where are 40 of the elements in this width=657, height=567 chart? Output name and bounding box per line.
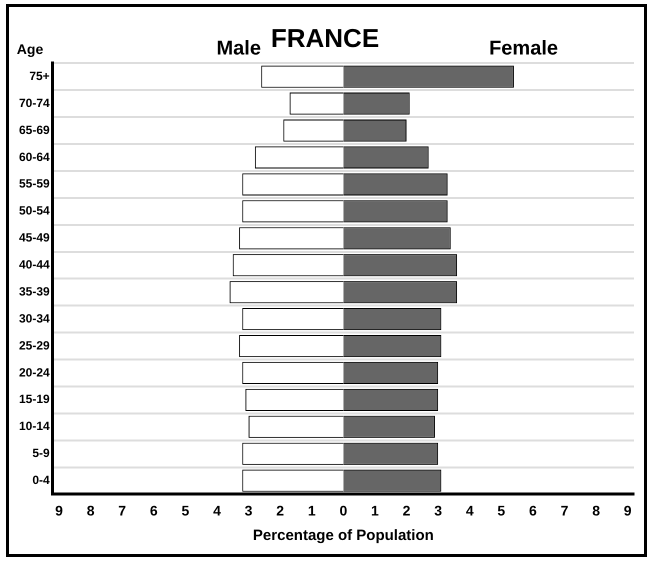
x-tick-label: 2 (402, 502, 411, 518)
x-axis-title: Percentage of Population (252, 527, 434, 544)
y-tick-label: 10-14 (18, 419, 50, 434)
y-tick-label: 25-29 (18, 338, 50, 352)
x-tick-label: 1 (371, 502, 380, 518)
y-tick-label: 45-49 (18, 230, 50, 245)
y-tick-label: 35-39 (18, 284, 50, 298)
y-tick-label: 75+ (29, 68, 50, 83)
x-tick-label: 3 (244, 502, 253, 518)
y-tick-label: 20-24 (18, 365, 50, 380)
x-tick-label: 0 (339, 502, 348, 518)
x-tick-label: 7 (118, 502, 126, 518)
y-tick-label: 5-9 (32, 446, 50, 460)
y-tick-label: 55-59 (18, 176, 50, 191)
x-tick-label: 4 (213, 502, 222, 518)
x-tick-label: 2 (276, 502, 284, 518)
y-tick-label: 50-54 (18, 204, 50, 218)
y-tick-label: 15-19 (18, 392, 50, 406)
chart-title: FRANCE (270, 22, 380, 53)
x-tick-label: 1 (308, 502, 316, 518)
y-tick-label: 0-4 (32, 473, 50, 488)
x-tick-label: 6 (150, 502, 158, 518)
x-tick-label: 3 (434, 502, 442, 518)
y-tick-label: 30-34 (18, 311, 50, 326)
x-tick-label: 9 (624, 502, 632, 518)
series-label: Female (489, 38, 558, 60)
y-axis-title: Age (16, 41, 44, 58)
x-tick-label: 9 (55, 502, 64, 518)
x-tick-label: 6 (529, 502, 538, 518)
x-tick-label: 7 (560, 502, 569, 518)
y-tick-label: 60-64 (18, 150, 50, 164)
y-tick-label: 65-69 (18, 122, 50, 137)
series-label: Male (216, 38, 261, 60)
x-tick-label: 5 (181, 502, 190, 518)
y-tick-label: 70-74 (18, 96, 50, 110)
x-tick-label: 8 (592, 502, 600, 518)
x-tick-label: 8 (86, 502, 95, 518)
x-tick-label: 4 (466, 502, 474, 518)
y-tick-label: 40-44 (18, 258, 50, 272)
x-tick-label: 5 (497, 502, 506, 518)
